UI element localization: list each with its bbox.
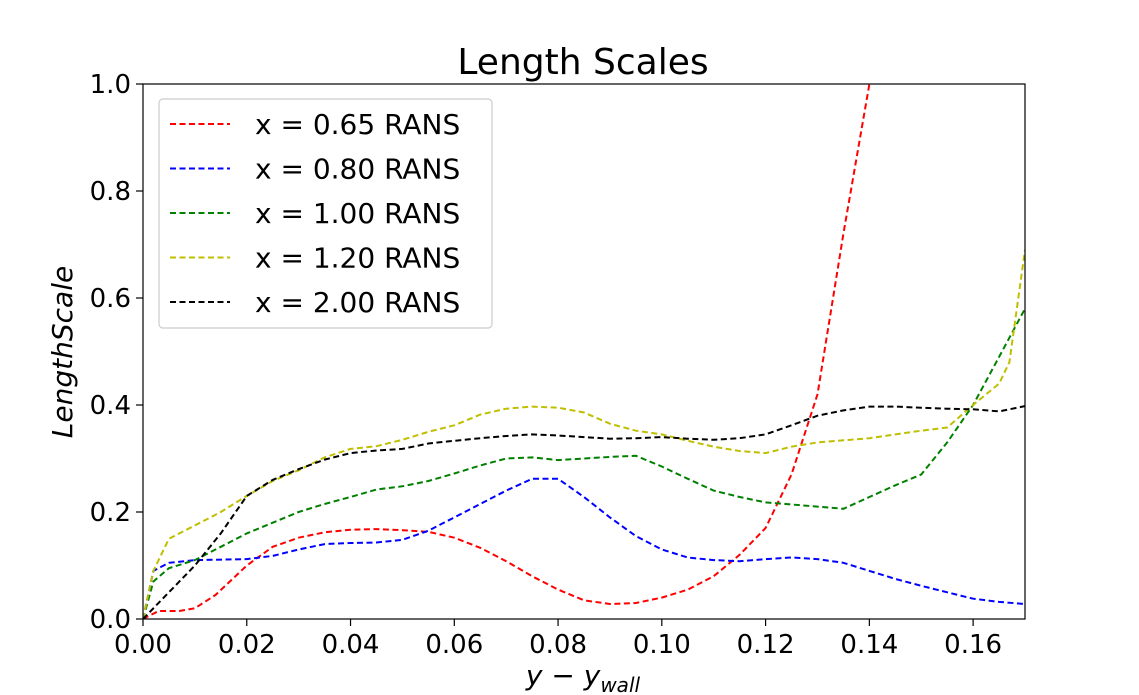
- plot-frame: [142, 83, 1026, 620]
- x-tick-label: 0.14: [840, 630, 898, 660]
- legend-label-2: x = 0.80 RANS: [255, 153, 460, 186]
- y-tick-label: 0.4: [90, 391, 131, 421]
- y-tick-label: 0.0: [90, 605, 131, 635]
- series-line-1: [143, 84, 871, 619]
- legend-label-4: x = 1.20 RANS: [255, 242, 460, 275]
- x-tick-label: 0.16: [944, 630, 1002, 660]
- x-tick-label: 0.12: [737, 630, 795, 660]
- legend-label-3: x = 1.00 RANS: [255, 197, 460, 230]
- x-axis: 0.00 0.02 0.04 0.06 0.08 0.10 0.12 0.14 0.16: [114, 619, 1002, 660]
- x-tick-label: 0.08: [529, 630, 587, 660]
- series-line-2: [143, 477, 1025, 619]
- y-tick-label: 0.8: [90, 177, 131, 207]
- y-tick-label: 0.6: [90, 284, 131, 314]
- series-line-3: [143, 308, 1025, 619]
- x-axis-label-main: y − y: [525, 659, 601, 692]
- y-tick-label: 0.2: [90, 498, 131, 528]
- x-axis-label-subscript: wall: [600, 673, 640, 695]
- legend-label-5: x = 2.00 RANS: [255, 286, 460, 319]
- x-tick-label: 0.02: [218, 630, 276, 660]
- y-axis-label: LengthScale: [46, 266, 79, 438]
- chart-title: Length Scales: [457, 42, 708, 83]
- x-tick-label: 0.00: [114, 630, 172, 660]
- legend-box: [158, 98, 493, 329]
- series-layer: [143, 84, 1025, 619]
- x-axis-label: y − ywall: [525, 659, 641, 695]
- x-tick-label: 0.06: [425, 630, 483, 660]
- series-line-5: [143, 405, 1025, 619]
- legend: x = 0.65 RANS x = 0.80 RANS x = 1.00 RANS x…: [158, 98, 493, 329]
- y-axis: 0.0 0.2 0.4 0.6 0.8 1.0: [90, 70, 143, 635]
- x-tick-label: 0.10: [633, 630, 691, 660]
- y-tick-label: 1.0: [90, 70, 131, 100]
- legend-label-1: x = 0.65 RANS: [255, 108, 460, 141]
- x-tick-label: 0.04: [322, 630, 380, 660]
